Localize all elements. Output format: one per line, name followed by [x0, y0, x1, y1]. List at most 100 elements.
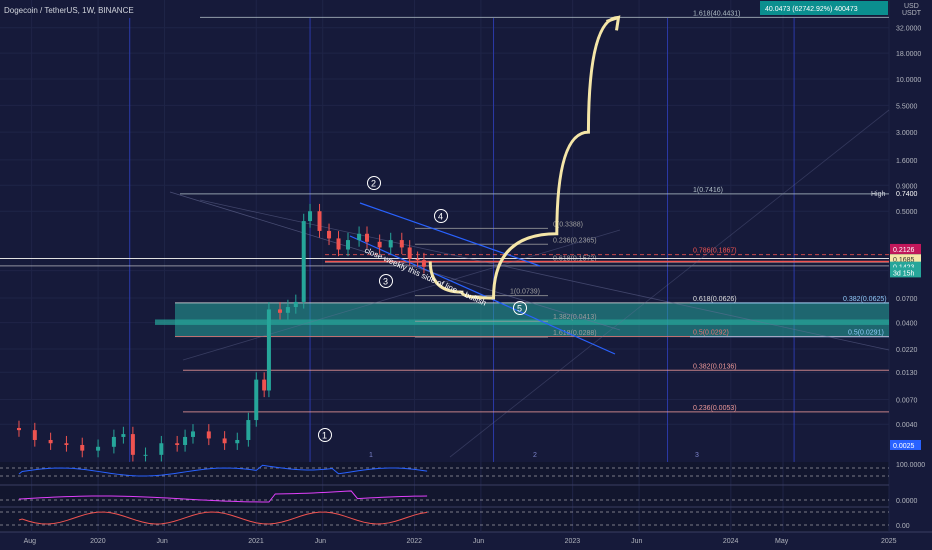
candle-body [327, 230, 332, 239]
price-tick: 0.9000 [896, 183, 918, 190]
candle-body [301, 221, 306, 302]
candle-body [262, 379, 267, 391]
cycle-label: 1 [369, 452, 373, 459]
candle-body [159, 443, 164, 455]
wave-label: 5 [517, 304, 522, 314]
price-tick: 0.5000 [896, 209, 918, 216]
price-badge [890, 261, 921, 272]
candle-body [377, 241, 382, 248]
wave-circle [513, 301, 527, 315]
wave-label: 1 [322, 431, 327, 441]
time-label: Jun [473, 538, 484, 545]
candle-body [285, 307, 290, 313]
osc2-value: 0.0000 [896, 498, 918, 505]
fan-line [182, 229, 621, 361]
cycle-label: 2 [533, 452, 537, 459]
target-badge [760, 1, 888, 15]
time-label: Aug [24, 538, 37, 545]
time-label: 2022 [406, 538, 422, 545]
fib-label: 0.236(0.2365) [553, 237, 597, 244]
candle-body [364, 233, 369, 242]
price-badge-text: 0.1685 [893, 257, 915, 264]
high-label: High [871, 191, 886, 198]
candle-body [121, 434, 126, 437]
candle-body [266, 309, 271, 391]
price-tick: 1.6000 [896, 158, 918, 165]
candle-body [222, 438, 227, 444]
candle-body [130, 434, 135, 455]
price-tick: 18.0000 [896, 51, 921, 58]
candle-body [16, 427, 21, 431]
time-label: Jun [631, 538, 642, 545]
fib-label: 0.786(0.1867) [693, 248, 737, 255]
fib-label: 1.618(40.4431) [693, 10, 740, 17]
candle-body [235, 439, 240, 444]
time-label: 2024 [723, 538, 739, 545]
price-badge-text: 3d 15h [893, 270, 915, 277]
candle-body [190, 431, 195, 437]
osc1-line [18, 464, 428, 477]
fib-label: 0.236(0.0053) [693, 405, 737, 412]
fib-label: 0.382(0.0136) [693, 363, 737, 370]
fib-label: 0.5(0.0291) [848, 330, 884, 337]
candle-body [206, 431, 211, 439]
fan-line [449, 109, 890, 458]
support-zone-band [155, 319, 889, 325]
candle-body [421, 260, 426, 267]
candle-body [143, 454, 148, 456]
price-badge [890, 254, 921, 265]
candle-body [48, 439, 53, 444]
wave-circle [379, 274, 393, 288]
candle-body [293, 301, 298, 308]
forecast-arrowhead [606, 15, 621, 31]
main-pane[interactable] [0, 0, 889, 462]
candle-body [246, 420, 251, 440]
candle-body [399, 240, 404, 248]
candle-body [346, 240, 351, 250]
wave-label: 4 [438, 212, 443, 222]
candle-body [357, 233, 362, 241]
candle-body [415, 258, 420, 261]
high-value: 0.7400 [896, 191, 918, 198]
price-badge-text: 0.2126 [893, 247, 915, 254]
fan-line [199, 199, 890, 351]
time-label: 2025 [881, 538, 897, 545]
candle-body [32, 430, 37, 440]
time-label: May [775, 538, 789, 545]
fan-line [169, 191, 621, 331]
price-badge [890, 267, 921, 278]
forecast-arrow [428, 15, 619, 300]
fib-label: 0.618(0.0626) [693, 296, 737, 303]
price-tick: 10.0000 [896, 77, 921, 84]
wave-label: 2 [371, 179, 376, 189]
candle-body [254, 379, 259, 421]
candle-body [277, 309, 282, 313]
wave-circle [318, 428, 332, 442]
fib-label: 0(0.3388) [553, 221, 583, 228]
candle-body [175, 443, 180, 445]
price-badge [890, 243, 921, 254]
time-label: Jun [315, 538, 326, 545]
fib-label: 1.618(0.0288) [553, 330, 597, 337]
channel-upper [359, 202, 541, 267]
osc2-line [18, 490, 428, 503]
fib-label: 0.5(0.0292) [693, 330, 729, 337]
time-label: 2023 [565, 538, 581, 545]
candle-body [183, 436, 188, 445]
target-badge-text: 40.0473 (62742.92%) 400473 [765, 6, 858, 13]
wave-label: 3 [383, 277, 388, 287]
price-tick: 0.0700 [896, 296, 918, 303]
price-tick: 3.0000 [896, 130, 918, 137]
price-badge [890, 439, 921, 450]
currency-pair-label: USDT [902, 10, 922, 17]
fib-label: 0.382(0.0625) [843, 296, 887, 303]
price-tick: 0.0130 [896, 370, 918, 377]
price-tick: 5.5000 [896, 103, 918, 110]
candle-body [388, 240, 393, 248]
osc3-line [18, 511, 428, 525]
time-label: 2021 [248, 538, 264, 545]
price-tick: 0.0220 [896, 347, 918, 354]
cycle-label: 3 [695, 452, 699, 459]
